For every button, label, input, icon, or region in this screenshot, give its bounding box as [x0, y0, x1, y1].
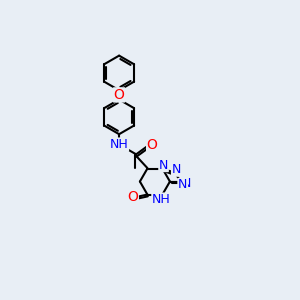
Text: N: N: [172, 163, 181, 176]
Text: O: O: [114, 88, 124, 102]
Text: NH: NH: [110, 138, 128, 151]
Text: O: O: [128, 190, 138, 204]
Text: N: N: [159, 159, 168, 172]
Text: O: O: [147, 138, 158, 152]
Text: N: N: [178, 178, 187, 191]
Text: NH: NH: [152, 193, 171, 206]
Text: N: N: [182, 177, 191, 190]
